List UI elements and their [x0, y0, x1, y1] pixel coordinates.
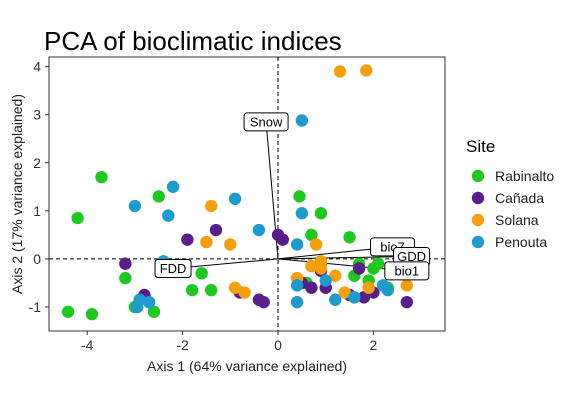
legend-key-penouta: [471, 235, 485, 249]
data-point-solana: [314, 255, 328, 268]
data-point-solana: [228, 281, 242, 294]
data-points: [61, 64, 414, 321]
data-point-rabinalto: [314, 207, 328, 220]
data-point-rabinalto: [71, 211, 84, 225]
data-point-cañada: [305, 281, 318, 294]
data-point-rabinalto: [343, 231, 356, 244]
x-tick-label: -2: [176, 337, 189, 353]
data-point-cañada: [352, 262, 366, 275]
data-point-penouta: [252, 223, 266, 237]
data-point-penouta: [128, 199, 142, 213]
legend: Site Rabinalto Cañada Solana Penouta: [466, 137, 554, 250]
data-point-rabinalto: [293, 190, 306, 203]
data-point-solana: [305, 259, 318, 273]
data-point-rabinalto: [205, 283, 218, 297]
legend-title: Site: [466, 137, 495, 156]
loading-label-text: bio1: [395, 263, 420, 278]
legend-label-solana: Solana: [495, 212, 539, 228]
data-point-solana: [329, 269, 342, 282]
data-point-cañada: [276, 233, 289, 246]
data-point-rabinalto: [372, 257, 385, 270]
loading-label-gdd: GDD: [393, 246, 431, 266]
data-point-solana: [333, 65, 347, 78]
y-tick-label: 0: [33, 251, 41, 267]
data-point-solana: [200, 235, 213, 249]
data-point-penouta: [290, 279, 304, 292]
x-tick-label: -4: [81, 337, 94, 353]
data-point-penouta: [290, 295, 304, 309]
legend-label-penouta: Penouta: [495, 234, 547, 250]
loading-label-fdd: FDD: [154, 259, 192, 279]
data-point-penouta: [295, 207, 309, 220]
loading-label-text: GDD: [397, 249, 426, 264]
x-tick-label: 0: [274, 337, 282, 353]
data-point-penouta: [376, 279, 390, 292]
x-axis-title: Axis 1 (64% variance explained): [147, 358, 347, 374]
data-point-rabinalto: [185, 283, 199, 297]
data-point-solana: [205, 199, 218, 213]
data-point-rabinalto: [85, 307, 99, 321]
data-point-penouta: [319, 274, 332, 287]
data-point-penouta: [228, 192, 242, 206]
loading-vector-gdd: [278, 255, 412, 260]
loading-label-text: Snow: [250, 114, 283, 129]
plot-panel: [48, 56, 446, 332]
x-tick-label: 2: [370, 337, 378, 353]
legend-label-rabinalto: Rabinalto: [495, 168, 554, 184]
data-point-penouta: [142, 295, 156, 309]
data-point-penouta: [131, 300, 144, 314]
data-point-rabinalto: [195, 267, 208, 280]
legend-key-solana: [471, 213, 485, 227]
y-tick-label: 2: [33, 155, 41, 171]
legend-key-rabinalto: [471, 169, 485, 183]
data-point-rabinalto: [152, 190, 165, 203]
data-point-solana: [362, 281, 375, 294]
y-axis-title: Axis 2 (17% variance explained): [9, 94, 25, 294]
data-point-penouta: [290, 238, 304, 251]
data-point-penouta: [162, 209, 175, 222]
loading-label-text: FDD: [160, 261, 187, 276]
data-point-penouta: [295, 114, 309, 127]
loading-label-box: [243, 112, 289, 132]
loading-label-bio1: bio1: [384, 261, 430, 281]
data-point-rabinalto: [61, 305, 75, 318]
data-point-cañada: [181, 233, 194, 246]
data-point-penouta: [348, 291, 361, 304]
data-point-penouta: [166, 180, 180, 193]
chart-title: PCA of bioclimatic indices: [44, 26, 342, 56]
data-point-rabinalto: [305, 228, 318, 242]
y-tick-label: 3: [33, 107, 41, 123]
data-point-rabinalto: [119, 271, 132, 285]
data-point-solana: [400, 279, 414, 292]
loading-label-box: [384, 261, 430, 281]
data-point-penouta: [329, 293, 342, 306]
legend-label-cañada: Cañada: [495, 190, 544, 206]
data-point-cañada: [357, 291, 371, 304]
data-point-solana: [224, 238, 237, 251]
data-point-cañada: [119, 257, 132, 270]
data-point-solana: [360, 64, 373, 77]
data-point-cañada: [257, 295, 270, 309]
y-tick-label: 1: [33, 203, 41, 219]
loading-label-snow: Snow: [243, 112, 289, 132]
axis-ticks: -4 -2 0 2 -1 0 1 2 3 4: [29, 59, 378, 353]
y-tick-label: -1: [29, 299, 42, 315]
data-point-rabinalto: [95, 170, 108, 184]
data-point-cañada: [400, 295, 414, 309]
legend-key-cañada: [471, 191, 485, 205]
data-point-cañada: [209, 223, 223, 237]
data-point-rabinalto: [147, 305, 161, 318]
data-point-solana: [338, 286, 352, 299]
loading-label-box: [154, 259, 192, 279]
y-tick-label: 4: [33, 59, 41, 75]
data-point-solana: [238, 286, 251, 299]
data-point-solana: [309, 238, 323, 251]
